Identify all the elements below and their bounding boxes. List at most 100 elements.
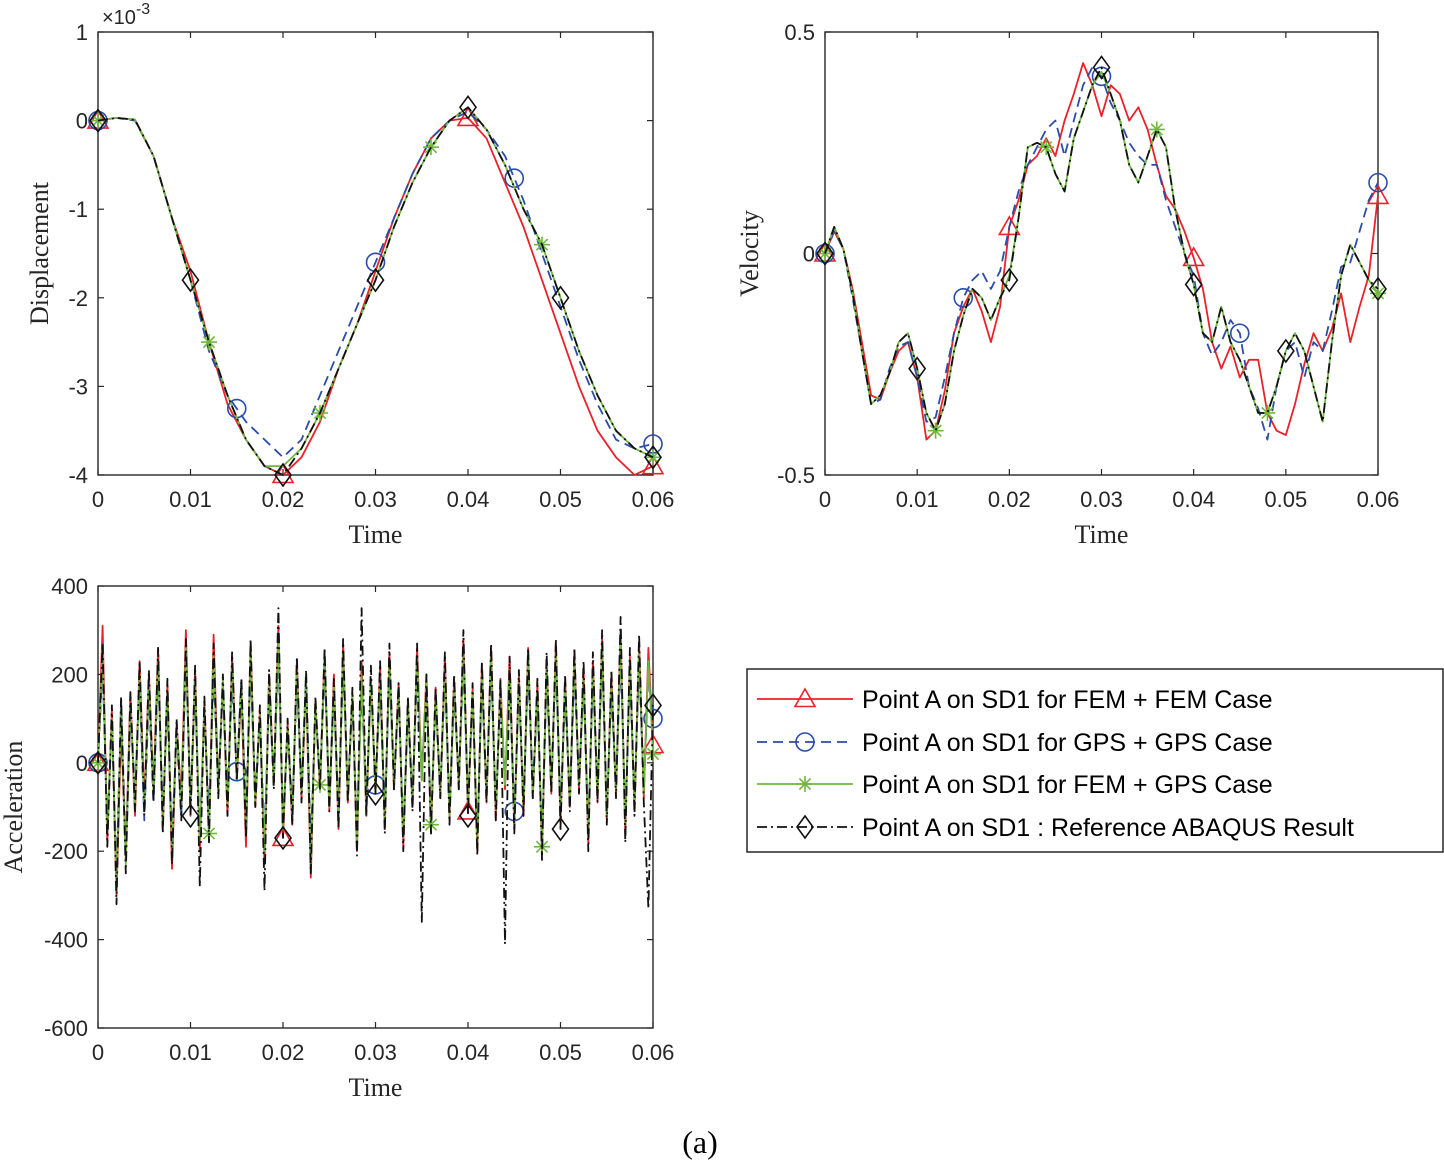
chart-acceleration: 0 0.01 0.02 0.03 0.04 0.05 0.06 400 200 0 -200 -400… xyxy=(0,574,674,1102)
displacement-marker-fem_gps-3 xyxy=(423,139,439,156)
acceleration-xtick-label-5: 0.05 xyxy=(539,1040,582,1065)
velocity-xtick-label-3: 0.03 xyxy=(1080,487,1123,512)
acceleration-xtick-label-1: 0.01 xyxy=(169,1040,212,1065)
legend-marker-gps_gps xyxy=(795,732,815,752)
displacement-marker-fem_fem-3 xyxy=(641,454,665,475)
displacement-series-reference xyxy=(97,106,654,476)
displacement-xtick-label-4: 0.04 xyxy=(447,487,490,512)
displacement-marker-reference-1 xyxy=(181,267,200,293)
acceleration-marker-fem_fem-2 xyxy=(456,799,480,820)
legend-marker-fem_gps xyxy=(797,776,813,792)
displacement-ytick-label-0: 1 xyxy=(76,20,88,45)
displacement-series-gps_gps xyxy=(97,110,654,459)
acceleration-xtick-label-2: 0.02 xyxy=(262,1040,305,1065)
displacement-xtick-label-1: 0.01 xyxy=(169,487,212,512)
displacement-y-exponent: ×10-3 xyxy=(102,1,150,29)
velocity-marker-fem_gps-3-stroke-3 xyxy=(1150,123,1163,136)
legend-entry-fem-fem: Point A on SD1 for FEM + FEM Case xyxy=(757,686,1273,714)
acceleration-ylabel: Acceleration xyxy=(0,741,28,874)
displacement-ylabel: Displacement xyxy=(25,181,54,325)
acceleration-marker-fem_gps-0-stroke-3 xyxy=(91,756,105,769)
velocity-marker-reference-5 xyxy=(1276,338,1295,364)
displacement-ytick-label-4: -3 xyxy=(68,374,88,399)
velocity-ytick-label-0: 0.5 xyxy=(784,20,815,45)
velocity-marker-reference-6 xyxy=(1369,276,1387,302)
velocity-marker-gps_gps-1 xyxy=(953,287,974,308)
velocity-marker-reference-2 xyxy=(1000,267,1019,293)
acceleration-marker-reference-2 xyxy=(274,825,292,851)
displacement-marker-fem_gps-1-stroke-3 xyxy=(202,335,216,349)
velocity-xtick-label-4: 0.04 xyxy=(1172,487,1215,512)
legend-marker-reference xyxy=(796,814,814,840)
legend-label-fem-fem: Point A on SD1 for FEM + FEM Case xyxy=(862,686,1273,714)
displacement-marker-reference-6 xyxy=(644,444,662,470)
velocity-marker-gps_gps-0 xyxy=(815,243,835,264)
legend-marker-fem_fem xyxy=(793,687,817,708)
displacement-marker-fem_gps-3-stroke-3 xyxy=(424,141,438,154)
legend-entry-gps-gps: Point A on SD1 for GPS + GPS Case xyxy=(757,729,1273,757)
acceleration-ytick-label-4: -400 xyxy=(44,928,88,953)
legend-label-fem-gps: Point A on SD1 for FEM + GPS Case xyxy=(862,771,1273,799)
acceleration-marker-reference-1 xyxy=(181,803,200,829)
legend-label-gps-gps: Point A on SD1 for GPS + GPS Case xyxy=(862,729,1273,757)
acceleration-marker-reference-0 xyxy=(89,750,107,776)
chart-displacement: 0 0.01 0.02 0.03 0.04 0.05 0.06 1 0 -1 -2 -3 -4 ×10-3… xyxy=(25,1,674,549)
legend-entry-fem-gps: Point A on SD1 for FEM + GPS Case xyxy=(757,771,1273,799)
displacement-ytick-label-5: -4 xyxy=(68,463,88,488)
velocity-xtick-label-5: 0.05 xyxy=(1264,487,1307,512)
acceleration-ytick-label-1: 200 xyxy=(51,662,88,687)
velocity-marker-reference-3 xyxy=(1092,55,1111,80)
velocity-ylabel: Velocity xyxy=(735,210,764,297)
acceleration-ytick-label-2: 0 xyxy=(76,751,88,776)
velocity-marker-fem_fem-3 xyxy=(1366,184,1390,205)
displacement-y-exponent-power: -3 xyxy=(136,1,150,18)
velocity-marker-fem_fem-1 xyxy=(997,215,1021,236)
acceleration-xtick-label-4: 0.04 xyxy=(447,1040,490,1065)
displacement-marker-reference-2 xyxy=(274,462,292,488)
acceleration-marker-fem_fem-1 xyxy=(271,826,295,847)
displacement-ytick-label-1: 0 xyxy=(76,109,88,134)
displacement-marker-gps_gps-2 xyxy=(365,252,386,273)
legend-box xyxy=(746,668,1444,853)
displacement-marker-reference-3 xyxy=(366,267,385,293)
displacement-marker-fem_fem-1 xyxy=(271,463,295,484)
displacement-xtick-label-6: 0.06 xyxy=(632,487,675,512)
displacement-marker-gps_gps-0 xyxy=(88,110,108,131)
velocity-xtick-label-6: 0.06 xyxy=(1357,487,1400,512)
velocity-xtick-label-2: 0.02 xyxy=(988,487,1031,512)
velocity-marker-fem_fem-2 xyxy=(1182,246,1206,267)
displacement-xtick-label-2: 0.02 xyxy=(262,487,305,512)
velocity-marker-gps_gps-4 xyxy=(1368,172,1388,193)
acceleration-xtick-label-0: 0 xyxy=(92,1040,104,1065)
velocity-marker-fem_gps-5-stroke-3 xyxy=(1371,287,1385,300)
acceleration-marker-reference-6 xyxy=(644,692,662,718)
acceleration-marker-gps_gps-4 xyxy=(643,708,663,729)
acceleration-series-reference xyxy=(97,607,654,945)
acceleration-ytick-label-3: -200 xyxy=(44,839,88,864)
displacement-xtick-label-3: 0.03 xyxy=(354,487,397,512)
velocity-series-gps_gps xyxy=(824,66,1379,441)
acceleration-xtick-label-6: 0.06 xyxy=(632,1040,675,1065)
acceleration-marker-reference-5 xyxy=(551,816,570,842)
acceleration-ytick-label-0: 400 xyxy=(51,574,88,599)
velocity-marker-gps_gps-3 xyxy=(1229,323,1250,344)
acceleration-marker-fem_gps-5-stroke-3 xyxy=(646,747,660,761)
acceleration-ytick-label-5: -600 xyxy=(44,1016,88,1041)
legend-label-reference: Point A on SD1 : Reference ABAQUS Result xyxy=(862,814,1354,842)
acceleration-marker-reference-3 xyxy=(366,781,385,807)
velocity-marker-reference-4 xyxy=(1184,272,1203,297)
velocity-marker-fem_gps-1-stroke-3 xyxy=(929,424,942,437)
velocity-marker-fem_gps-1 xyxy=(927,422,944,439)
displacement-ytick-label-3: -2 xyxy=(68,286,88,311)
velocity-xtick-label-1: 0.01 xyxy=(896,487,939,512)
legend-marker-fem_gps-stroke-3 xyxy=(798,777,812,791)
acceleration-xtick-label-3: 0.03 xyxy=(354,1040,397,1065)
velocity-marker-reference-0 xyxy=(816,241,834,266)
displacement-xlabel: Time xyxy=(349,520,403,549)
acceleration-marker-reference-4 xyxy=(459,803,477,829)
velocity-xtick-label-0: 0 xyxy=(819,487,831,512)
legend-entry-reference: Point A on SD1 : Reference ABAQUS Result xyxy=(757,814,1354,842)
velocity-marker-reference-1 xyxy=(908,356,927,382)
displacement-marker-reference-0 xyxy=(89,108,107,133)
